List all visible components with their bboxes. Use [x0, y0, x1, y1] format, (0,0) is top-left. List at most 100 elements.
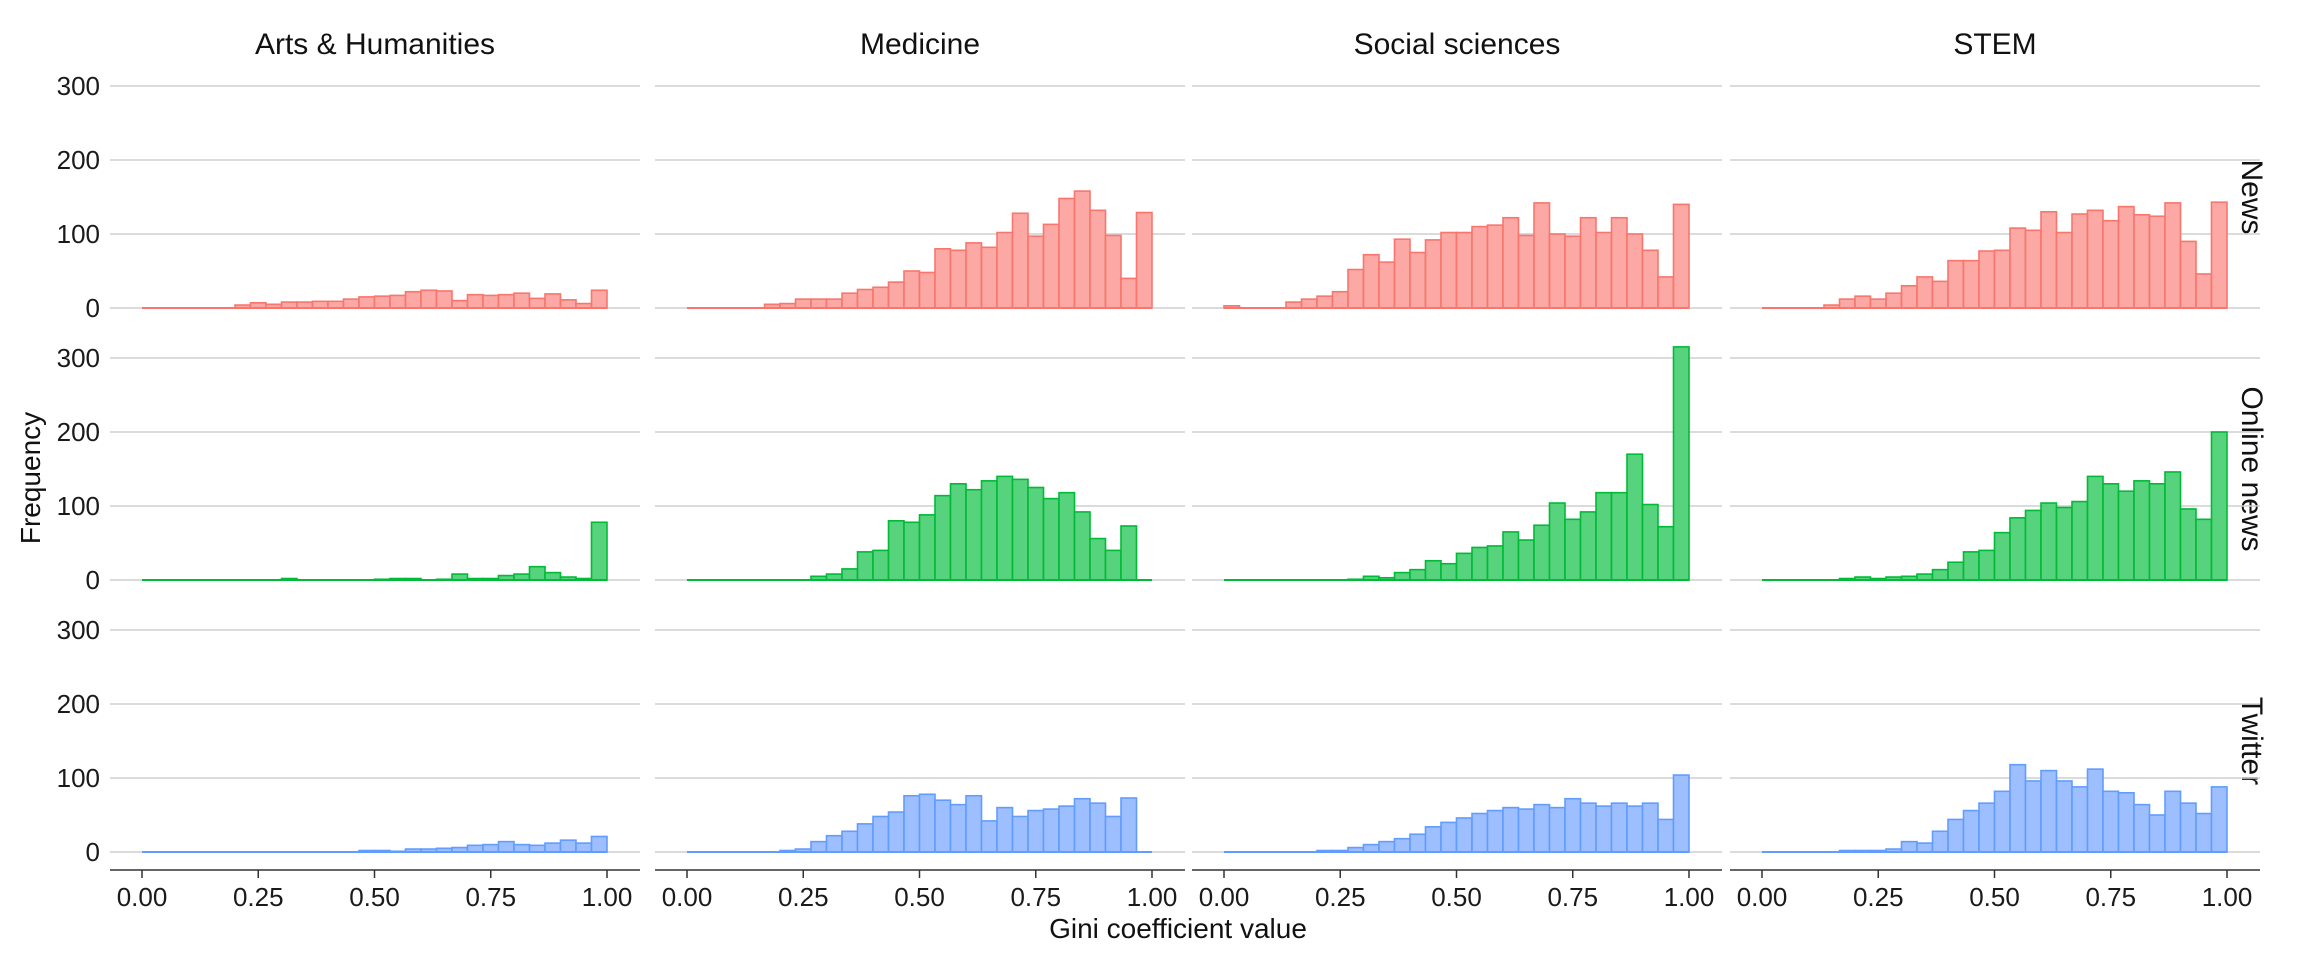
histogram-bar — [559, 299, 577, 309]
histogram-bar — [1657, 818, 1675, 853]
histogram-bar — [1486, 545, 1504, 581]
x-tick-label: 0.75 — [1547, 882, 1598, 912]
column-strip-label: Arts & Humanities — [255, 28, 495, 61]
row-strip-label: News — [2235, 159, 2268, 234]
histogram-bar — [2086, 209, 2104, 309]
x-tick-label: 0.00 — [1199, 882, 1250, 912]
histogram-bar — [1548, 502, 1566, 581]
histogram-bar — [1409, 833, 1427, 853]
histogram-bar — [934, 799, 952, 853]
histogram-bar — [2117, 205, 2135, 309]
column-strip-label: Social sciences — [1354, 28, 1561, 61]
histogram-bar — [2009, 227, 2027, 309]
histogram-bar — [1978, 549, 1996, 581]
histogram-bar — [2195, 812, 2213, 853]
histogram-bar — [2179, 240, 2197, 309]
histogram-bar — [497, 293, 515, 309]
panel — [1730, 85, 2260, 309]
histogram-bar — [872, 286, 890, 309]
histogram-bar — [1042, 497, 1060, 581]
histogram-bar — [2071, 500, 2089, 581]
histogram-bar — [1058, 805, 1076, 853]
histogram-bar — [1135, 211, 1153, 309]
histogram-bar — [2195, 518, 2213, 581]
histogram-bar — [1962, 809, 1980, 853]
histogram-bar — [1626, 233, 1644, 309]
histogram-bar — [2009, 517, 2027, 581]
histogram-bar — [1027, 235, 1045, 309]
histogram-bar — [1104, 234, 1122, 309]
histogram-bar — [2179, 508, 2197, 581]
histogram-bar — [1672, 346, 1690, 581]
histogram-bar — [794, 298, 812, 309]
histogram-bar — [2055, 506, 2073, 581]
histogram-bar — [1885, 292, 1903, 309]
histogram-bar — [2040, 211, 2058, 309]
panel — [110, 357, 640, 581]
histogram-bar — [949, 249, 967, 309]
histogram-bar — [903, 794, 921, 853]
histogram-bar — [2210, 431, 2228, 581]
histogram-bar — [1610, 802, 1628, 853]
histogram-bar — [1533, 803, 1551, 853]
histogram-bar — [1657, 525, 1675, 581]
histogram-bar — [544, 571, 562, 581]
panel — [110, 85, 640, 309]
y-tick-label: 300 — [57, 615, 100, 645]
histogram-bar — [1316, 295, 1334, 309]
histogram-bar — [1838, 298, 1856, 309]
histogram-bar — [1409, 568, 1427, 581]
histogram-bar — [887, 811, 905, 853]
histogram-bar — [2164, 202, 2182, 309]
y-tick-label: 300 — [57, 343, 100, 373]
histogram-bar — [1978, 802, 1996, 853]
histogram-bar — [1641, 802, 1659, 853]
histogram-bar — [2024, 780, 2042, 853]
histogram-bar — [1657, 276, 1675, 309]
histogram-bar — [2009, 763, 2027, 853]
histogram-bar — [1900, 840, 1918, 853]
histogram-bar — [1947, 561, 1965, 581]
histogram-bar — [1626, 453, 1644, 581]
histogram-bar — [2148, 215, 2166, 309]
row-strip-label: Online news — [2235, 386, 2268, 551]
x-tick-label: 0.75 — [465, 882, 516, 912]
histogram-bar — [1978, 250, 1996, 309]
histogram-bar — [1424, 826, 1442, 853]
histogram-bar — [1120, 797, 1138, 853]
histogram-bar — [980, 246, 998, 309]
histogram-bar — [980, 820, 998, 853]
histogram-bar — [2040, 769, 2058, 853]
histogram-bar — [1564, 235, 1582, 309]
histogram-bar — [1854, 295, 1872, 309]
histogram-bar — [856, 823, 874, 853]
histogram-bar — [996, 806, 1014, 853]
histogram-bar — [1533, 202, 1551, 309]
histogram-bar — [544, 293, 562, 309]
histogram-bar — [544, 842, 562, 853]
row-strip-labels: News Online news Twitter — [2235, 159, 2268, 785]
x-tick-label: 1.00 — [2202, 882, 2253, 912]
histogram-bar — [887, 519, 905, 581]
histogram-bar — [1300, 298, 1318, 309]
histogram-bar — [1042, 223, 1060, 309]
histogram-bar — [2102, 790, 2120, 853]
histogram-bar — [404, 290, 422, 309]
panel — [1192, 629, 1722, 853]
histogram-bar — [872, 815, 890, 853]
x-tick-label: 0.50 — [894, 882, 945, 912]
histogram-bar — [590, 289, 608, 309]
histogram-bar — [1993, 531, 2011, 581]
histogram-bar — [2055, 780, 2073, 853]
histogram-bar — [1486, 809, 1504, 853]
x-tick-label: 0.25 — [233, 882, 284, 912]
histogram-bar — [389, 294, 407, 309]
y-tick-label: 200 — [57, 417, 100, 447]
histogram-bar — [825, 834, 843, 853]
histogram-bar — [1672, 203, 1690, 309]
histogram-bar — [1595, 231, 1613, 309]
histogram-bar — [2102, 219, 2120, 309]
histogram-bar — [1947, 818, 1965, 853]
